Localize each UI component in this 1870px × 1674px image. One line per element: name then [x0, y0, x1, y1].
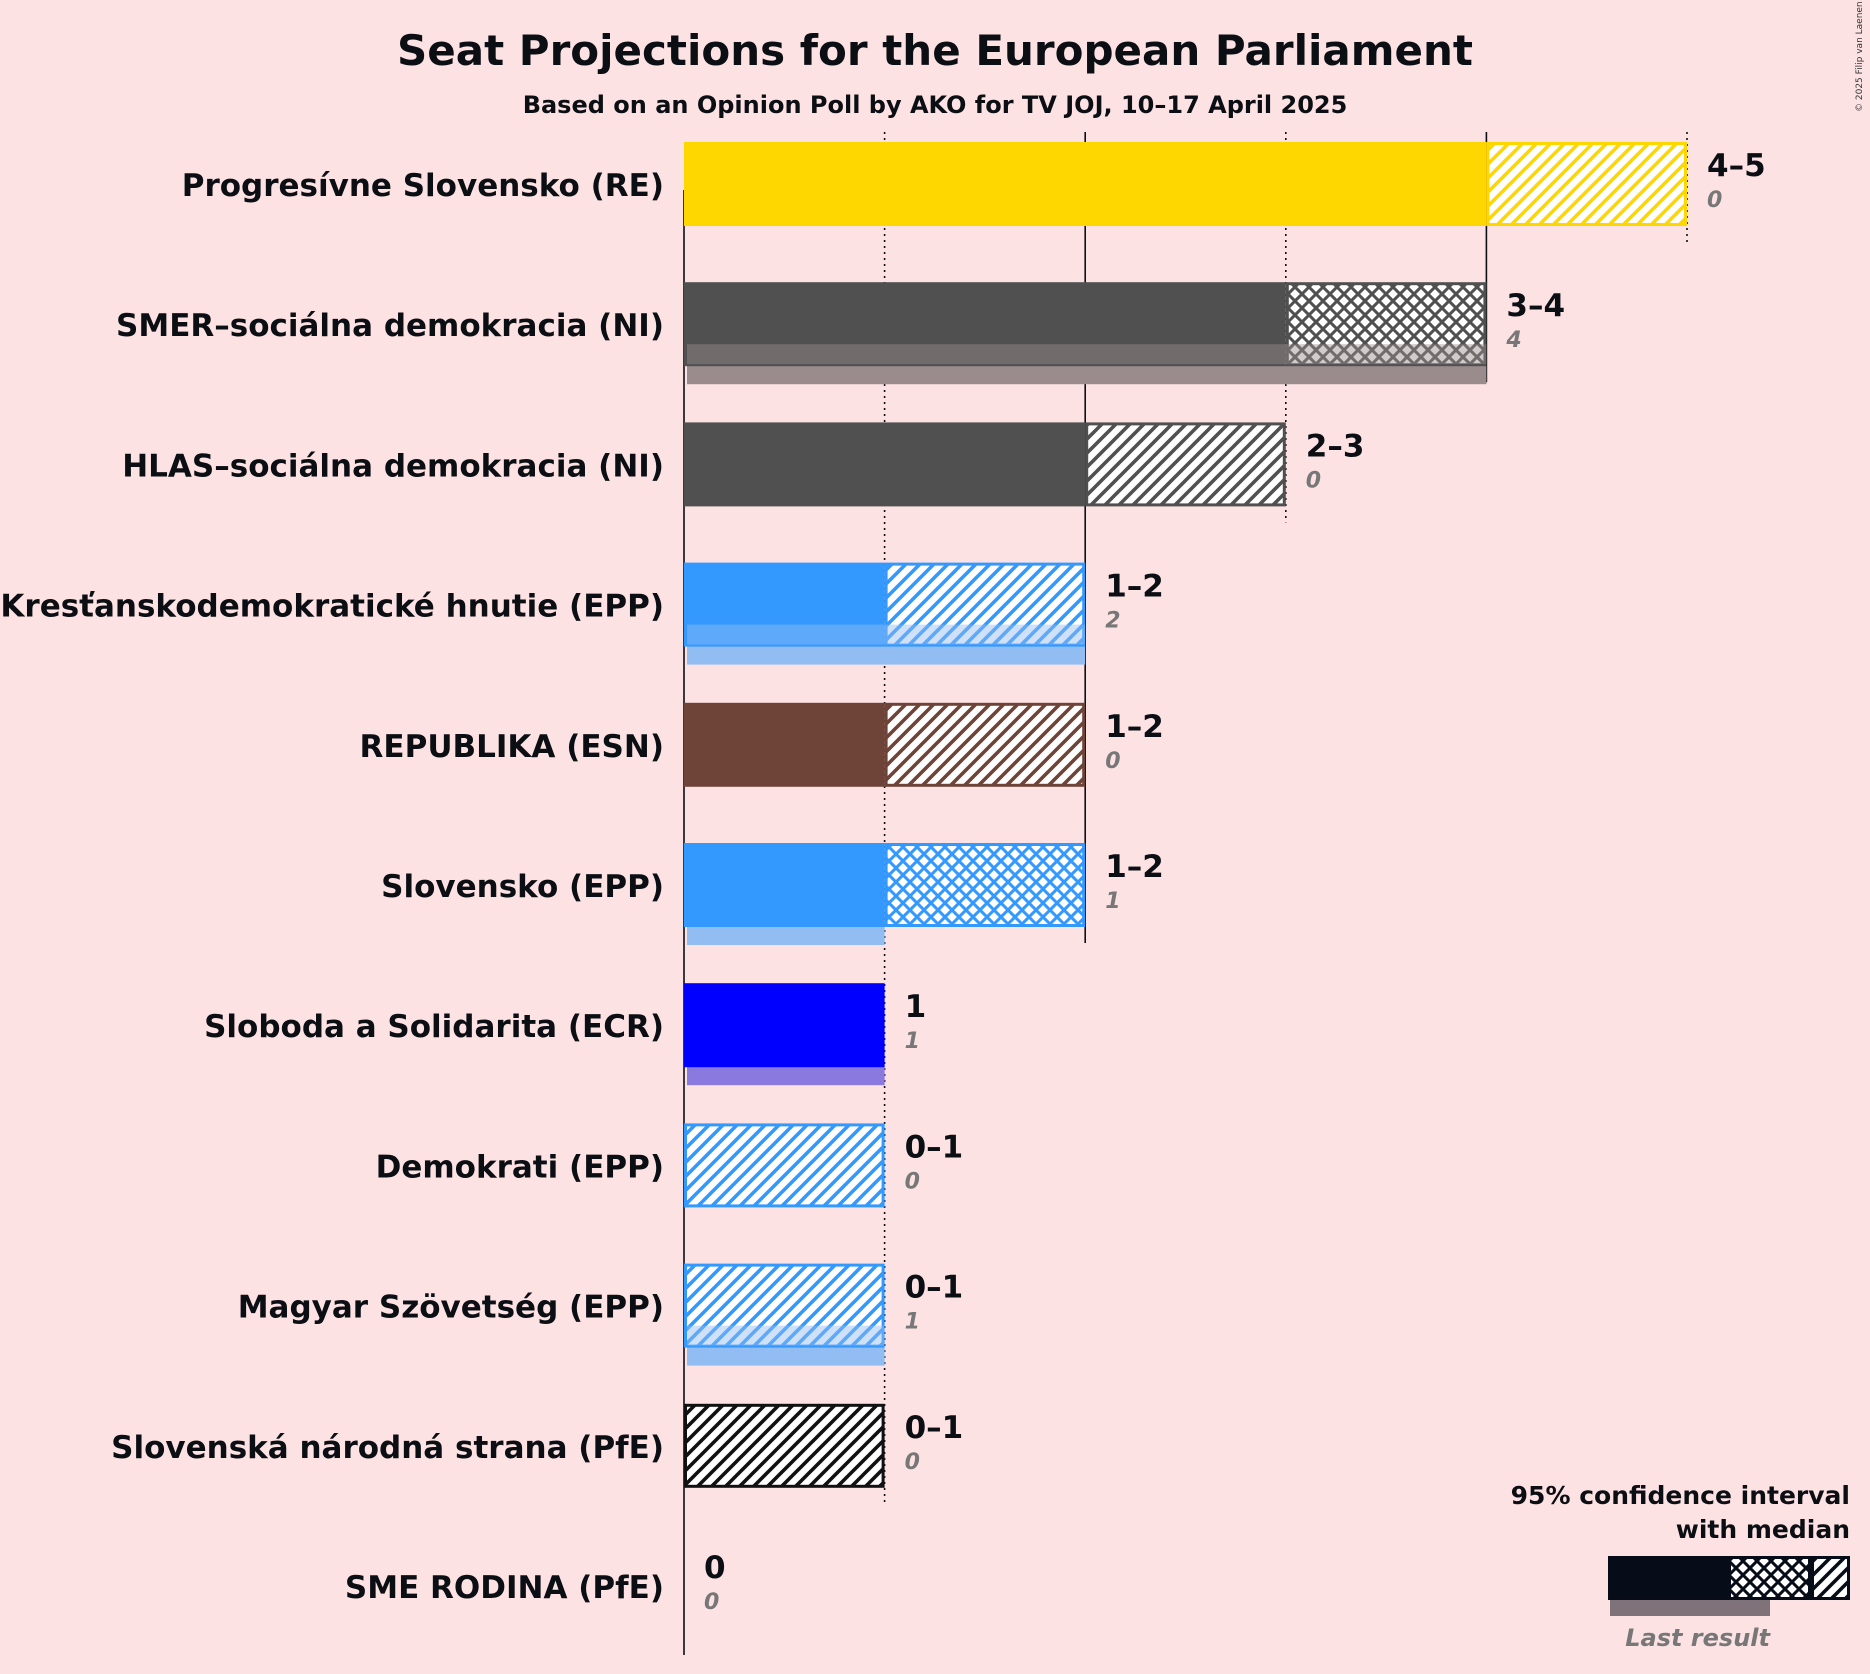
last-result-bar: [687, 1065, 885, 1086]
legend-last-result-swatch: [1610, 1598, 1770, 1616]
chart-title: Seat Projections for the European Parlia…: [397, 26, 1473, 75]
party-row: Slovensko (EPP) 1–2 1: [381, 843, 1164, 945]
ci-above-median-bar: [684, 1403, 885, 1488]
last-result-bar: [687, 364, 1487, 385]
party-label: Demokrati (EPP): [376, 1149, 664, 1185]
seat-range-label: 1–2: [1105, 709, 1164, 745]
legend-ci-line1: 95% confidence interval: [1511, 1481, 1850, 1510]
ci-above-median-bar: [684, 1263, 885, 1348]
seat-range-label: 0–1: [905, 1270, 964, 1306]
party-label: Sloboda a Solidarita (ECR): [204, 1009, 664, 1045]
party-row: SME RODINA (PfE) 0 0: [345, 1550, 726, 1615]
party-row: Slovenská národná strana (PfE) 0–1 0: [111, 1403, 964, 1488]
certain-seats-bar: [684, 562, 885, 647]
party-rows: Progresívne Slovensko (RE) 4–5 0 SMER–sociá…: [0, 142, 1766, 1615]
last-result-label: 0: [1105, 749, 1120, 774]
chart-subtitle: Based on an Opinion Poll by AKO for TV J…: [523, 91, 1348, 119]
last-result-label: 0: [1707, 188, 1722, 213]
legend-certain-swatch: [1608, 1556, 1728, 1600]
party-row: SMER–sociálna demokracia (NI) 3–4 4: [116, 282, 1565, 385]
party-label: Magyar Szövetség (EPP): [238, 1290, 664, 1326]
seat-range-label: 0–1: [905, 1410, 964, 1446]
seat-range-label: 3–4: [1506, 288, 1565, 324]
seat-range-label: 1–2: [1105, 569, 1164, 605]
last-result-bar: [687, 925, 885, 945]
ci-above-median-bar: [684, 1123, 885, 1208]
legend-swatch: [1608, 1556, 1850, 1616]
party-row: HLAS–sociálna demokracia (NI) 2–3 0: [122, 422, 1365, 507]
last-result-overlap: [687, 344, 1487, 365]
certain-seats-bar: [684, 142, 1487, 226]
seat-range-label: 0: [704, 1550, 726, 1586]
party-label: SMER–sociálna demokracia (NI): [116, 308, 664, 344]
last-result-label: 1: [905, 1029, 920, 1054]
certain-seats-bar: [684, 983, 885, 1068]
seat-range-label: 4–5: [1707, 148, 1766, 184]
last-result-bar: [687, 1345, 885, 1366]
last-result-bar: [687, 644, 1086, 665]
last-result-label: 1: [1105, 889, 1120, 914]
certain-seats-bar: [684, 422, 1086, 507]
party-row: Sloboda a Solidarita (ECR) 1 1: [204, 983, 927, 1086]
last-result-label: 1: [905, 1310, 920, 1335]
party-label: Slovensko (EPP): [381, 869, 664, 905]
party-label: Progresívne Slovensko (RE): [182, 168, 664, 204]
party-label: Kresťanskodemokratické hnutie (EPP): [0, 589, 664, 625]
last-result-overlap: [687, 1325, 885, 1346]
party-row: REPUBLIKA (ESN) 1–2 0: [360, 702, 1164, 787]
legend-ci-line2: with median: [1676, 1515, 1850, 1544]
last-result-label: 0: [1306, 468, 1321, 493]
certain-seats-bar: [684, 843, 885, 927]
ci-above-median-bar: [884, 562, 1086, 647]
ci-above-median-bar: [884, 702, 1086, 787]
seat-range-label: 1: [905, 989, 927, 1025]
last-result-label: 4: [1505, 328, 1521, 353]
seat-range-label: 1–2: [1105, 849, 1164, 885]
legend-above-median-swatch: [1811, 1556, 1850, 1600]
legend-last-result: Last result: [1625, 1624, 1771, 1652]
legend: 95% confidence interval with median Last…: [1511, 1481, 1850, 1652]
party-row: Progresívne Slovensko (RE) 4–5 0: [182, 142, 1766, 226]
last-result-label: 0: [704, 1590, 719, 1615]
last-result-overlap: [687, 624, 1086, 645]
certain-seats-bar: [684, 282, 1286, 367]
party-row: Magyar Szövetség (EPP) 0–1 1: [238, 1263, 964, 1366]
ci-below-median-bar: [1285, 282, 1487, 367]
certain-seats-bar: [684, 702, 885, 787]
seat-range-label: 0–1: [905, 1129, 964, 1165]
ci-above-median-bar: [1486, 142, 1688, 226]
party-row: Demokrati (EPP) 0–1 0: [376, 1123, 964, 1208]
party-label: SME RODINA (PfE): [345, 1570, 664, 1606]
legend-below-median-swatch: [1728, 1556, 1811, 1600]
ci-above-median-bar: [1085, 422, 1286, 507]
party-label: Slovenská národná strana (PfE): [111, 1430, 664, 1466]
seat-range-label: 2–3: [1306, 428, 1365, 464]
last-result-label: 2: [1105, 609, 1120, 634]
party-label: REPUBLIKA (ESN): [360, 729, 664, 765]
last-result-label: 0: [905, 1169, 920, 1194]
last-result-label: 0: [905, 1450, 920, 1475]
party-row: Kresťanskodemokratické hnutie (EPP) 1–2 2: [0, 562, 1164, 665]
copyright-note: © 2025 Filip van Laenen: [1855, 1, 1865, 112]
ci-below-median-bar: [884, 843, 1086, 927]
party-label: HLAS–sociálna demokracia (NI): [122, 448, 664, 484]
